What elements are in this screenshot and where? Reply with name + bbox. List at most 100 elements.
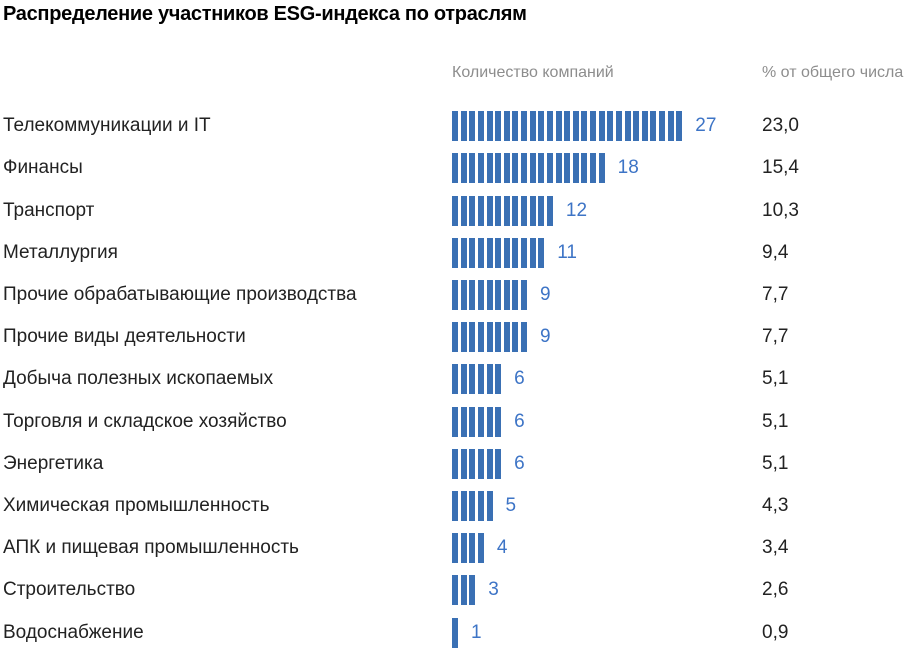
row-percent: 5,1 (762, 368, 789, 390)
bar-segment (452, 237, 458, 268)
bar-segment (512, 195, 519, 226)
bar-segment (495, 448, 502, 479)
bar-segments (452, 322, 527, 353)
row-percent: 15,4 (762, 157, 799, 179)
bar-segment (538, 111, 545, 142)
bar-segment (581, 111, 588, 142)
bar-segment (469, 195, 476, 226)
bar-segment (460, 490, 467, 521)
bar-segment (486, 280, 493, 311)
bar-segment (633, 111, 640, 142)
bar-segments (452, 575, 476, 606)
bar-segment (546, 153, 553, 184)
bar-segment (452, 153, 458, 184)
percent-column-header: % от общего числа (762, 64, 904, 81)
bar-segment (469, 153, 476, 184)
row-percent: 7,7 (762, 326, 789, 348)
bar-segment (452, 406, 458, 437)
bar-value: 6 (514, 410, 525, 432)
bar-segment (641, 111, 648, 142)
bar-segment (659, 111, 665, 142)
row-label: Добыча полезных ископаемых (3, 368, 274, 390)
row-percent: 5,1 (762, 452, 789, 474)
bar-value: 9 (540, 284, 551, 306)
bar-segment (495, 237, 502, 268)
bar-segment (546, 195, 553, 226)
bar-segment (469, 364, 476, 395)
row-label: Телекоммуникации и IT (3, 115, 211, 137)
bar-cell: 6 (452, 364, 762, 395)
bar-segment (477, 490, 484, 521)
bar-segment (503, 237, 510, 268)
bar-segment (469, 111, 476, 142)
bar-segment (503, 111, 510, 142)
bar-segments (452, 364, 502, 395)
row-label: Химическая промышленность (3, 494, 270, 516)
bar-segments (452, 448, 502, 479)
bar-segment (486, 153, 493, 184)
bar-segment (521, 195, 527, 226)
bar-segment (495, 195, 502, 226)
bar-segment (590, 153, 596, 184)
bar-segment (477, 448, 484, 479)
chart-row: Торговля и складское хозяйство 6 5,1 (3, 401, 916, 443)
bar-segment (452, 533, 458, 564)
bar-segments (452, 195, 553, 226)
row-percent: 2,6 (762, 579, 789, 601)
bar-segment (477, 364, 484, 395)
bar-segment (538, 237, 545, 268)
page-title: Распределение участников ESG-индекса по … (3, 3, 527, 25)
bar-segment (503, 153, 510, 184)
bar-segments (452, 111, 683, 142)
bar-segment (521, 322, 527, 353)
bar-segment (538, 153, 545, 184)
bar-segment (546, 111, 553, 142)
row-label: Водоснабжение (3, 621, 144, 643)
bar-cell: 9 (452, 280, 762, 311)
bar-segment (477, 280, 484, 311)
bar-segment (460, 575, 467, 606)
bar-segment (650, 111, 657, 142)
chart-row: Химическая промышленность 5 4,3 (3, 485, 916, 527)
bar-value: 3 (488, 579, 499, 601)
bar-cell: 4 (452, 533, 762, 564)
bar-value: 11 (557, 241, 577, 263)
chart-row: Водоснабжение 1 0,9 (3, 611, 916, 653)
bar-segment (477, 237, 484, 268)
bar-segment (452, 575, 458, 606)
bar-segment (555, 153, 562, 184)
bar-segments (452, 280, 527, 311)
bar-segment (460, 195, 467, 226)
bar-segment (521, 153, 527, 184)
bar-segment (477, 195, 484, 226)
bar-segments (452, 406, 502, 437)
bar-segment (460, 448, 467, 479)
row-percent: 5,1 (762, 410, 789, 432)
bar-segments (452, 617, 458, 648)
bar-segment (555, 111, 562, 142)
row-label: Торговля и складское хозяйство (3, 410, 287, 432)
bar-segment (486, 490, 493, 521)
bar-segment (503, 322, 510, 353)
bar-segment (486, 448, 493, 479)
bar-segments (452, 153, 605, 184)
bar-value: 9 (540, 326, 551, 348)
bar-cell: 12 (452, 195, 762, 226)
row-label: Прочие обрабатывающие производства (3, 284, 357, 306)
bar-segments (452, 533, 484, 564)
bar-segment (469, 322, 476, 353)
bar-segment (607, 111, 614, 142)
row-label: Финансы (3, 157, 83, 179)
count-column-header: Количество компаний (452, 64, 614, 81)
bar-segment (590, 111, 596, 142)
bar-segment (521, 237, 527, 268)
bar-segment (469, 490, 476, 521)
bar-segment (460, 237, 467, 268)
bar-segment (486, 364, 493, 395)
bar-value: 4 (496, 537, 508, 559)
bar-segment (598, 111, 605, 142)
chart-row: Металлургия 11 9,4 (3, 232, 916, 274)
bar-segment (581, 153, 588, 184)
row-label: Металлургия (3, 241, 118, 263)
row-label: АПК и пищевая промышленность (3, 537, 299, 559)
